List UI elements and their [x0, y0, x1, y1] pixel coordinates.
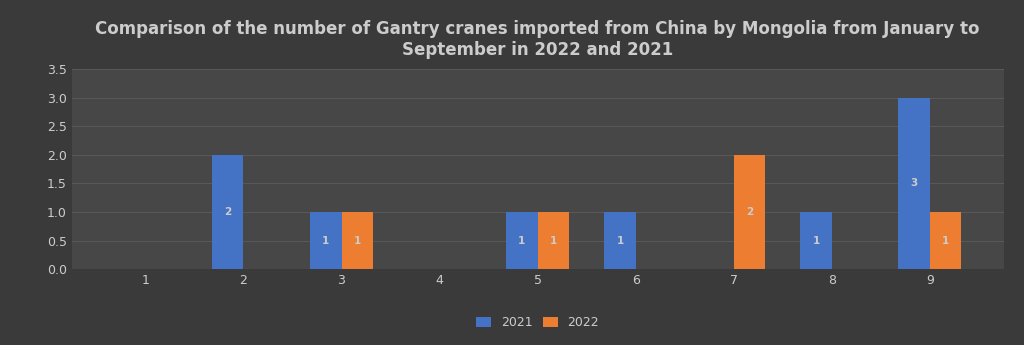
Title: Comparison of the number of Gantry cranes imported from China by Mongolia from J: Comparison of the number of Gantry crane…	[95, 20, 980, 59]
Bar	[733, 155, 765, 269]
Text: 2: 2	[224, 207, 231, 217]
Text: 1: 1	[353, 236, 360, 246]
Bar	[342, 212, 373, 269]
Bar	[930, 212, 962, 269]
Bar	[538, 212, 569, 269]
Bar	[801, 212, 831, 269]
Text: 1: 1	[616, 236, 624, 246]
Text: 2: 2	[745, 207, 753, 217]
Bar	[898, 98, 930, 269]
Text: 3: 3	[910, 178, 918, 188]
Text: 1: 1	[550, 236, 557, 246]
Text: 1: 1	[812, 236, 819, 246]
Bar	[310, 212, 342, 269]
Text: 1: 1	[518, 236, 525, 246]
Bar	[604, 212, 636, 269]
Text: 1: 1	[323, 236, 330, 246]
Text: 1: 1	[942, 236, 949, 246]
Legend: 2021, 2022: 2021, 2022	[471, 312, 604, 334]
Bar	[212, 155, 244, 269]
Bar	[506, 212, 538, 269]
